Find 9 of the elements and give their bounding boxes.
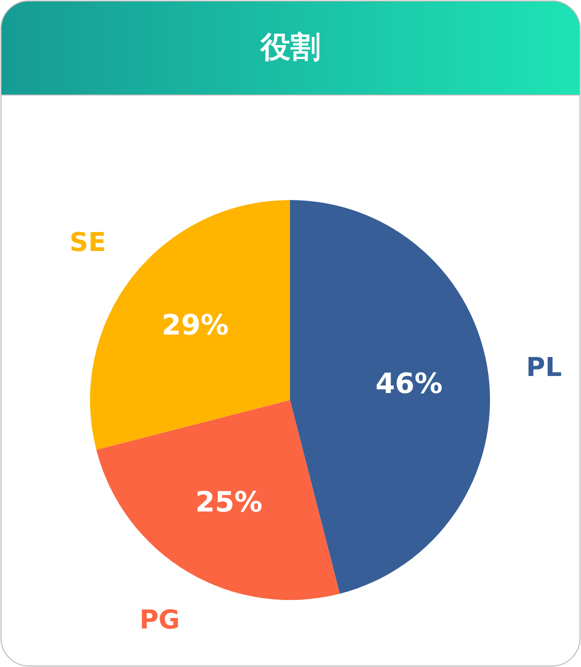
slice-label: PG — [139, 605, 180, 636]
slice-label: SE — [69, 228, 106, 258]
data-label: 46% — [376, 366, 443, 400]
data-label: 29% — [162, 308, 229, 342]
pie-slice — [96, 400, 340, 600]
pie-slice — [290, 200, 490, 594]
chart-title: 役割 — [260, 30, 320, 65]
slice-label: PL — [526, 352, 562, 383]
data-label: 25% — [195, 485, 262, 518]
